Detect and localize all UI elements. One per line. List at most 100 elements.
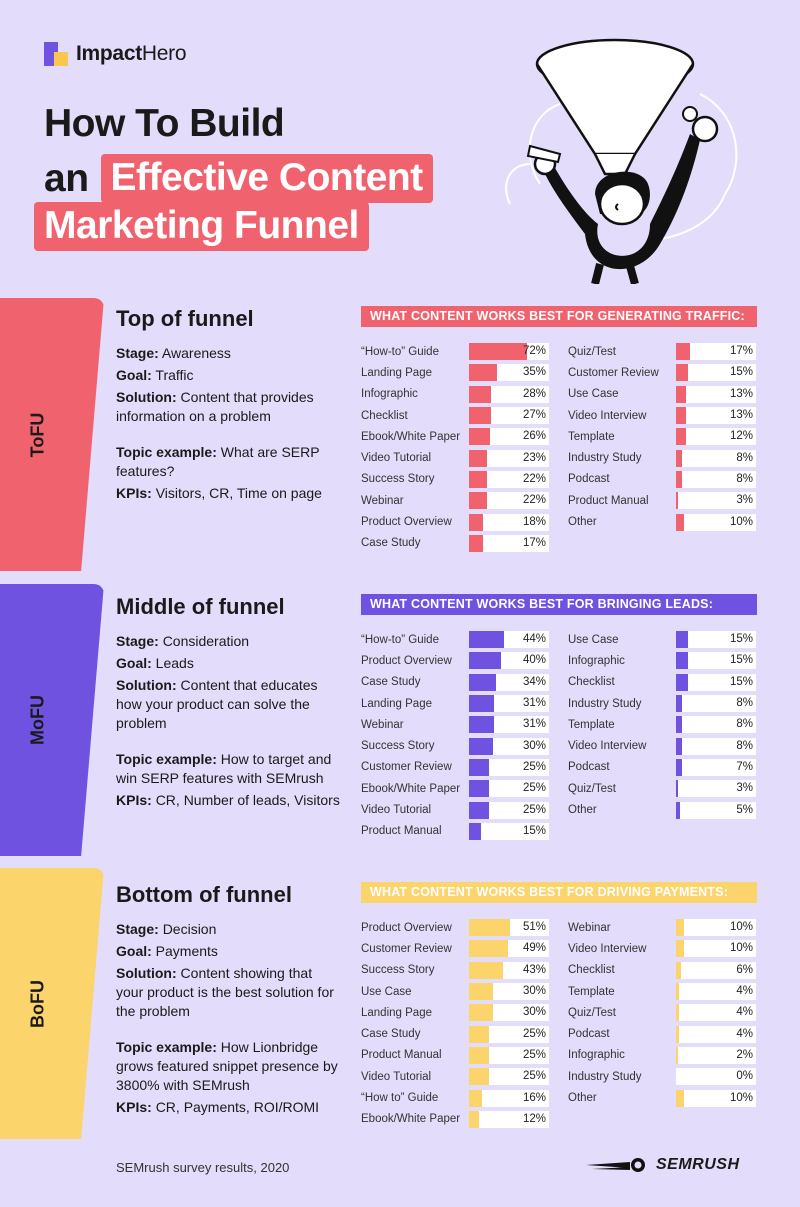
bar-category-label: Product Manual xyxy=(361,1049,442,1062)
topic-row: Topic example: How Lionbridge grows feat… xyxy=(116,1039,338,1093)
bar-value-label: 15% xyxy=(522,824,546,837)
bar-row: Industry Study 0% xyxy=(568,1066,757,1087)
bar-category-label: Use Case xyxy=(568,633,619,646)
bar-track: 26% xyxy=(469,428,549,446)
bar-category-label: Video Tutorial xyxy=(361,1070,432,1083)
tofu-tab: ToFU xyxy=(0,298,104,571)
stage-heading: Top of funnel xyxy=(116,306,254,331)
bar-category-label: Landing Page xyxy=(361,697,432,710)
bar-track: 13% xyxy=(676,407,756,425)
bar-category-label: Product Overview xyxy=(361,654,452,667)
bar-track: 25% xyxy=(469,780,549,798)
bar-track: 34% xyxy=(469,673,549,691)
bar-value-label: 17% xyxy=(729,345,753,358)
bar-track: 25% xyxy=(469,801,549,819)
bar-value-label: 13% xyxy=(729,409,753,422)
stage-row: Stage: Decision xyxy=(116,921,217,937)
bar-track: 8% xyxy=(676,716,756,734)
bar-value-label: 25% xyxy=(522,1027,546,1040)
bar-category-label: Customer Review xyxy=(568,366,659,379)
bar-value-label: 13% xyxy=(729,387,753,400)
bar-row: Checklist 27% xyxy=(361,405,550,426)
bar-fill xyxy=(469,343,527,361)
bar-category-label: “How-to” Guide xyxy=(361,345,439,358)
bar-row: Case Study 25% xyxy=(361,1023,550,1044)
bar-track: 18% xyxy=(469,513,549,531)
bar-category-label: Industry Study xyxy=(568,452,642,465)
bar-row: Product Manual 15% xyxy=(361,821,550,842)
goal-row: Goal: Traffic xyxy=(116,367,194,383)
source-note: SEMrush survey results, 2020 xyxy=(116,1160,290,1175)
bar-fill xyxy=(469,983,493,1001)
bar-value-label: 35% xyxy=(522,366,546,379)
bar-track: 25% xyxy=(469,758,549,776)
bar-value-label: 72% xyxy=(522,345,546,358)
chart-column: “How-to” Guide 44% Product Overview 40% Case… xyxy=(361,629,550,842)
bar-track: 8% xyxy=(676,449,756,467)
bar-fill xyxy=(469,631,505,649)
bar-row: Ebook/White Paper 12% xyxy=(361,1109,550,1130)
bar-fill xyxy=(676,364,688,382)
bar-value-label: 22% xyxy=(522,472,546,485)
bar-row: Video Interview 8% xyxy=(568,735,757,756)
bar-value-label: 17% xyxy=(522,536,546,549)
bar-track: 17% xyxy=(676,343,756,361)
bar-track: 7% xyxy=(676,758,756,776)
bar-value-label: 6% xyxy=(736,963,753,976)
kpi-row: KPIs: CR, Payments, ROI/ROMI xyxy=(116,1099,320,1115)
bar-fill xyxy=(469,695,494,713)
bar-value-label: 12% xyxy=(729,430,753,443)
bar-category-label: Video Interview xyxy=(568,942,647,955)
bar-track: 31% xyxy=(469,716,549,734)
bar-track: 12% xyxy=(469,1110,549,1128)
bar-row: Template 12% xyxy=(568,426,757,447)
bar-fill xyxy=(469,428,490,446)
bar-category-label: Checklist xyxy=(361,409,408,422)
traffic-chart-title: WHAT CONTENT WORKS BEST FOR GENERATING T… xyxy=(361,306,757,327)
bar-track: 23% xyxy=(469,449,549,467)
bar-row: Podcast 8% xyxy=(568,469,757,490)
bar-fill xyxy=(676,919,684,937)
bar-value-label: 27% xyxy=(522,409,546,422)
bar-track: 15% xyxy=(469,822,549,840)
bar-row: Video Interview 13% xyxy=(568,405,757,426)
bar-fill xyxy=(676,492,679,510)
bar-row: Infographic 28% xyxy=(361,384,550,405)
bar-track: 22% xyxy=(469,492,549,510)
solution-row: Solution: Content showing that your prod… xyxy=(116,965,334,1019)
bar-value-label: 25% xyxy=(522,803,546,816)
semrush-fireball-icon xyxy=(586,1158,645,1172)
bar-value-label: 3% xyxy=(736,494,753,507)
bar-row: Landing Page 35% xyxy=(361,362,550,383)
chart-column: Use Case 15% Infographic 15% Checklist 15% Ind… xyxy=(568,629,757,842)
bar-category-label: Video Tutorial xyxy=(361,452,432,465)
bar-fill xyxy=(676,449,683,467)
bar-fill xyxy=(469,940,509,958)
goal-row: Goal: Leads xyxy=(116,655,194,671)
bar-value-label: 23% xyxy=(522,451,546,464)
topic-row: Topic example: How to target and win SER… xyxy=(116,751,332,786)
bar-row: Quiz/Test 4% xyxy=(568,1002,757,1023)
bar-category-label: Other xyxy=(568,516,597,529)
bar-track: 27% xyxy=(469,407,549,425)
bar-row: Template 4% xyxy=(568,981,757,1002)
bar-value-label: 16% xyxy=(522,1091,546,1104)
bar-category-label: “How-to” Guide xyxy=(361,633,439,646)
bar-category-label: Success Story xyxy=(361,473,435,486)
bar-category-label: Product Overview xyxy=(361,921,452,934)
bar-track: 5% xyxy=(676,801,756,819)
bofu-info: Bottom of funnel Stage: Decision Goal: P… xyxy=(116,882,341,1120)
bar-value-label: 15% xyxy=(729,654,753,667)
bar-category-label: Industry Study xyxy=(568,697,642,710)
title-line-3-highlight: Marketing Funnel xyxy=(34,202,369,251)
bar-value-label: 15% xyxy=(729,633,753,646)
title-line-2-plain: an xyxy=(44,157,89,200)
impacthero-logo: ImpactHero xyxy=(44,42,187,66)
bar-value-label: 18% xyxy=(522,515,546,528)
bar-value-label: 10% xyxy=(729,942,753,955)
bar-track: 30% xyxy=(469,737,549,755)
chart-column: Webinar 10% Video Interview 10% Checklist 6% T… xyxy=(568,917,757,1130)
bar-value-label: 43% xyxy=(522,963,546,976)
bar-category-label: Use Case xyxy=(361,985,412,998)
bar-row: Use Case 13% xyxy=(568,384,757,405)
